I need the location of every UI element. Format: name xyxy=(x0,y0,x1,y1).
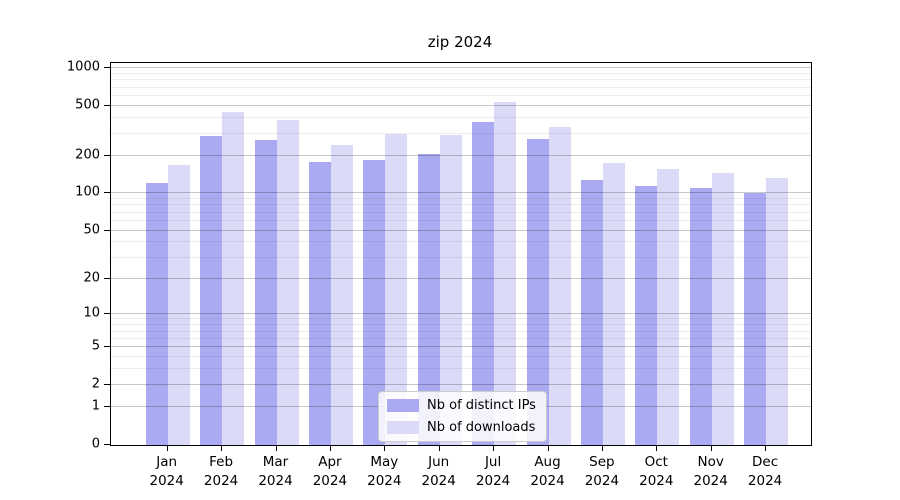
x-tick-label: Mar 2024 xyxy=(258,454,293,489)
y-tick-mark xyxy=(104,229,110,231)
y-tick-label: 1000 xyxy=(66,59,100,75)
bar-downloads-nov xyxy=(711,172,734,445)
x-tick-label: Dec 2024 xyxy=(747,454,783,489)
minor-gridline xyxy=(111,117,811,119)
plot-area xyxy=(110,62,812,446)
x-tick-mark xyxy=(384,445,386,451)
y-tick-mark xyxy=(104,346,110,348)
y-tick-label: 20 xyxy=(83,270,100,286)
y-tick-mark xyxy=(104,313,110,315)
x-tick-label: Sep 2024 xyxy=(584,454,620,489)
bar-distinct-ips-aug xyxy=(526,138,549,445)
x-tick-mark xyxy=(221,445,223,451)
chart-title: zip 2024 xyxy=(427,33,493,51)
x-tick-label: Apr 2024 xyxy=(312,454,348,489)
y-tick-mark xyxy=(104,154,110,156)
x-tick-label: May 2024 xyxy=(367,454,402,489)
y-tick-mark xyxy=(104,67,110,69)
minor-gridline xyxy=(111,72,811,74)
bar-downloads-jul xyxy=(494,102,517,445)
bar-distinct-ips-oct xyxy=(635,185,658,445)
x-tick-label: Jan 2024 xyxy=(149,454,184,489)
bar-downloads-aug xyxy=(548,126,571,445)
bar-downloads-feb xyxy=(222,111,245,445)
x-tick-mark xyxy=(166,445,168,451)
bar-distinct-ips-sep xyxy=(580,179,603,445)
y-tick-label: 50 xyxy=(83,222,100,238)
y-tick-mark xyxy=(104,384,110,386)
x-tick-mark xyxy=(438,445,440,451)
bar-downloads-apr xyxy=(330,144,353,445)
legend: Nb of distinct IPs Nb of downloads xyxy=(378,391,547,442)
x-tick-mark xyxy=(765,445,767,451)
bar-downloads-jun xyxy=(439,134,462,445)
y-tick-mark xyxy=(104,104,110,106)
x-tick-label: Nov 2024 xyxy=(693,454,728,489)
x-tick-mark xyxy=(493,445,495,451)
bar-downloads-mar xyxy=(276,119,299,445)
x-tick-mark xyxy=(656,445,658,451)
y-tick-label: 2 xyxy=(91,376,100,392)
x-tick-label: Jul 2024 xyxy=(475,454,511,489)
y-tick-mark xyxy=(104,444,110,445)
bar-distinct-ips-feb xyxy=(200,136,223,445)
x-tick-mark xyxy=(710,445,712,451)
bar-downloads-dec xyxy=(766,178,789,445)
bar-distinct-ips-apr xyxy=(308,161,331,445)
y-tick-label: 500 xyxy=(75,97,100,113)
y-tick-label: 200 xyxy=(75,147,100,163)
x-tick-mark xyxy=(601,445,603,451)
bar-distinct-ips-mar xyxy=(254,139,277,445)
minor-gridline xyxy=(111,132,811,134)
minor-gridline xyxy=(111,95,811,97)
bar-distinct-ips-jul xyxy=(472,122,495,445)
minor-gridline xyxy=(111,79,811,81)
legend-swatch xyxy=(387,399,419,412)
major-gridline xyxy=(111,104,811,106)
bar-distinct-ips-nov xyxy=(689,188,712,445)
bar-downloads-jan xyxy=(167,165,190,445)
y-tick-label: 1 xyxy=(91,398,100,414)
bar-downloads-may xyxy=(385,133,408,445)
minor-gridline xyxy=(111,86,811,88)
y-tick-label: 0 xyxy=(91,436,100,452)
y-tick-label: 100 xyxy=(75,184,100,200)
legend-swatch xyxy=(387,421,419,434)
y-tick-mark xyxy=(104,406,110,408)
major-gridline xyxy=(111,67,811,69)
y-tick-mark xyxy=(104,277,110,279)
y-tick-label: 10 xyxy=(83,305,100,321)
x-tick-mark xyxy=(329,445,331,451)
y-tick-label: 5 xyxy=(91,338,100,354)
legend-label: Nb of distinct IPs xyxy=(427,398,536,413)
bar-distinct-ips-dec xyxy=(744,193,767,445)
legend-item: Nb of downloads xyxy=(387,420,536,435)
bar-downloads-oct xyxy=(657,168,680,445)
legend-label: Nb of downloads xyxy=(427,420,536,435)
x-tick-label: Feb 2024 xyxy=(203,454,239,489)
x-tick-mark xyxy=(275,445,277,451)
x-tick-label: Oct 2024 xyxy=(639,454,674,489)
bar-downloads-sep xyxy=(602,162,625,445)
x-tick-mark xyxy=(547,445,549,451)
y-tick-mark xyxy=(104,192,110,194)
legend-item: Nb of distinct IPs xyxy=(387,398,536,413)
x-tick-label: Jun 2024 xyxy=(421,454,456,489)
bar-distinct-ips-jun xyxy=(417,154,440,445)
x-tick-label: Aug 2024 xyxy=(530,454,565,489)
bar-distinct-ips-jan xyxy=(145,182,168,445)
bar-distinct-ips-may xyxy=(363,160,386,445)
